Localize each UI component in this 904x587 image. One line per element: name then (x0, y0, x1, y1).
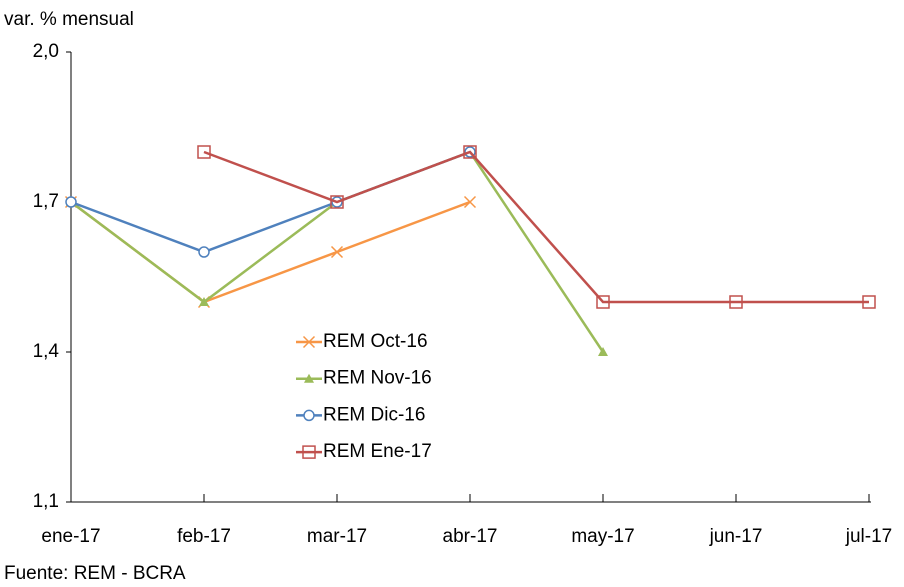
marker (463, 145, 477, 159)
series-line (70, 150, 471, 254)
x-tick-label: jul-17 (845, 526, 892, 547)
x-tick-label: feb-17 (177, 526, 231, 547)
source-note: Fuente: REM - BCRA (4, 563, 186, 584)
marker (463, 195, 477, 209)
y-tick-label: 1,4 (33, 341, 60, 362)
marker (330, 245, 344, 259)
series-line (203, 150, 869, 304)
legend-label: REM Nov-16 (323, 368, 432, 389)
marker (199, 297, 209, 306)
marker (302, 335, 316, 349)
marker (598, 347, 608, 356)
marker (65, 196, 77, 208)
marker (198, 246, 210, 258)
x-tick-label: ene-17 (41, 526, 100, 547)
legend-label: REM Dic-16 (323, 404, 425, 425)
y-tick-label: 1,1 (33, 491, 59, 512)
y-tick-label: 1,7 (33, 191, 59, 212)
y-axis-label: var. % mensual (4, 9, 134, 30)
marker (302, 445, 316, 459)
marker (330, 195, 344, 209)
x-tick-label: jun-17 (709, 526, 763, 547)
marker (303, 409, 315, 422)
legend-label: REM Oct-16 (323, 331, 428, 352)
marker (197, 145, 211, 159)
y-tick-label: 2,0 (33, 41, 59, 62)
marker (304, 373, 314, 383)
marker (729, 295, 743, 309)
x-tick-label: may-17 (571, 526, 634, 547)
legend-label: REM Ene-17 (323, 441, 432, 462)
x-tick-label: mar-17 (307, 526, 367, 547)
marker (862, 295, 876, 309)
marker (596, 295, 610, 309)
x-tick-label: abr-17 (443, 526, 498, 547)
